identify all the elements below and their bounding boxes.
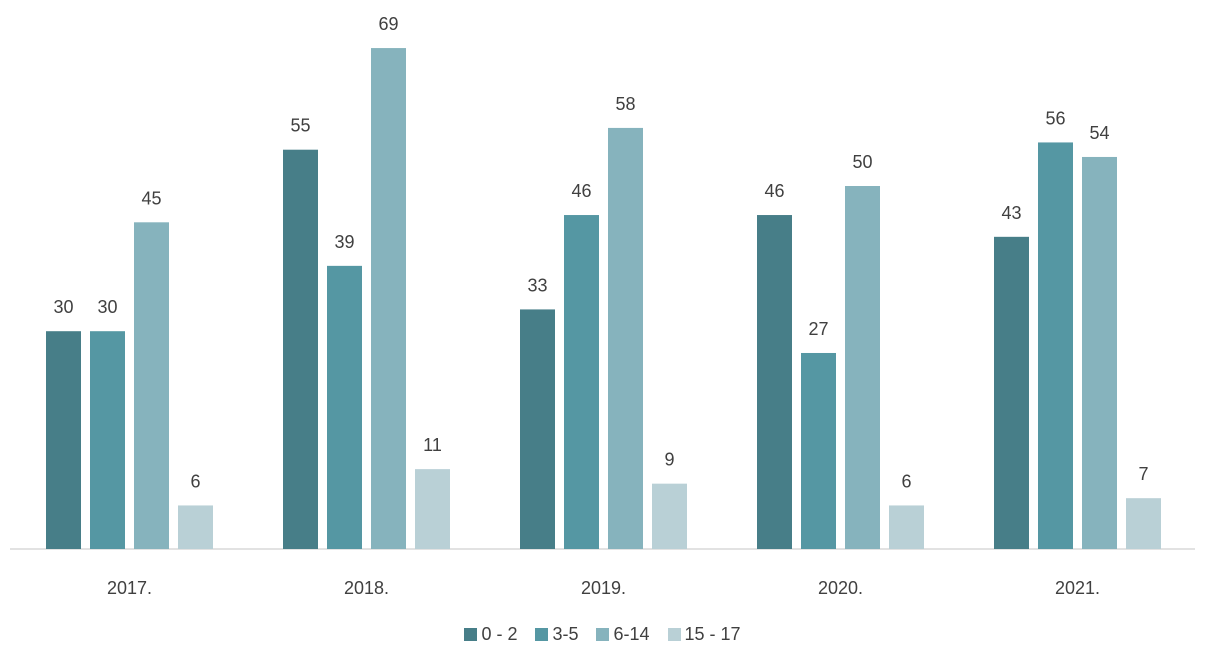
data-label: 46: [764, 181, 784, 201]
legend-swatch: [667, 628, 681, 641]
legend-swatch: [596, 628, 610, 641]
x-tick-label: 2021.: [1055, 578, 1100, 598]
legend-label: 3-5: [552, 624, 579, 644]
bar: [283, 149, 318, 549]
chart: 2017. 30 30 45 6 2018. 55 39 69 11 2019. 33 46 58 9 202…: [10, 14, 1195, 598]
legend-item: 6-14: [596, 624, 650, 645]
bar: [652, 483, 687, 549]
bar: [801, 352, 836, 549]
bar: [327, 265, 362, 549]
legend-swatch: [535, 628, 549, 641]
data-label: 33: [527, 275, 547, 295]
data-label: 54: [1089, 123, 1109, 143]
data-label: 9: [664, 450, 674, 470]
bar: [1038, 142, 1073, 549]
data-label: 56: [1045, 108, 1065, 128]
bar: [608, 127, 643, 550]
legend-item: 3-5: [535, 624, 578, 645]
bar: [1126, 498, 1161, 549]
data-label: 7: [1138, 464, 1148, 484]
legend-label: 6-14: [613, 624, 650, 644]
data-label: 58: [615, 94, 635, 114]
legend-swatch: [464, 628, 478, 641]
data-label: 6: [190, 471, 200, 491]
legend-label: 0 - 2: [481, 624, 518, 644]
bar: [564, 215, 599, 550]
data-label: 55: [290, 116, 310, 136]
bar: [134, 222, 169, 550]
bar: [757, 215, 792, 550]
data-label: 43: [1001, 203, 1021, 223]
x-tick-label: 2017.: [107, 578, 152, 598]
bar: [46, 331, 81, 549]
x-tick-label: 2020.: [818, 578, 863, 598]
bar: [845, 186, 880, 549]
data-label: 50: [852, 152, 872, 172]
bar: [90, 331, 125, 549]
data-label: 39: [334, 232, 354, 252]
data-label: 30: [53, 297, 73, 317]
legend-item: 15 - 17: [667, 624, 741, 645]
bar: [415, 469, 450, 549]
data-label: 30: [97, 297, 117, 317]
x-tick-label: 2019.: [581, 578, 626, 598]
data-label: 27: [808, 319, 828, 339]
data-label: 69: [378, 14, 398, 34]
data-label: 45: [141, 188, 161, 208]
bar: [994, 236, 1029, 549]
data-label: 46: [571, 181, 591, 201]
bar: [1082, 156, 1117, 549]
data-label: 6: [901, 471, 911, 491]
legend-label: 15 - 17: [684, 624, 741, 644]
legend: 0 - 2 3-5 6-14 15 - 17: [0, 624, 1205, 645]
data-label: 11: [423, 435, 442, 455]
bar: [520, 309, 555, 549]
x-tick-label: 2018.: [344, 578, 389, 598]
bar: [178, 505, 213, 549]
legend-item: 0 - 2: [464, 624, 517, 645]
bar: [371, 48, 406, 550]
bar: [889, 505, 924, 549]
